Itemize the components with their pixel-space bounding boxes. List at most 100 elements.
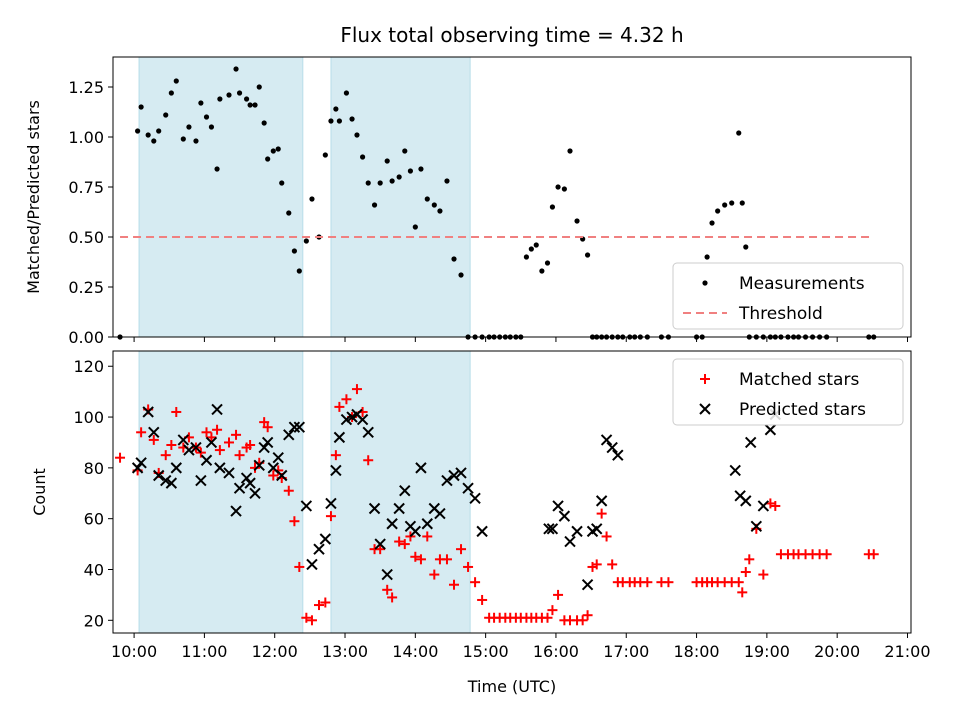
matched-star-point: [351, 384, 362, 395]
matched-star-point: [422, 531, 433, 542]
x-tick-label: 19:00: [744, 642, 790, 661]
predicted-star-point: [131, 462, 144, 474]
predicted-star-point: [177, 434, 190, 446]
bottom-shaded-intervals: [138, 350, 471, 634]
matched-star-point: [410, 551, 421, 562]
predicted-star-point: [333, 431, 346, 444]
matched-star-point: [642, 577, 653, 588]
y-tick-label: 0.00: [68, 328, 104, 347]
measurement-point: [156, 128, 162, 134]
matched-star-point: [268, 470, 279, 481]
matched-star-point: [740, 567, 751, 578]
predicted-star-point: [214, 462, 226, 474]
measurement-point: [193, 138, 199, 144]
predicted-star-point: [744, 436, 757, 449]
predicted-star-point: [750, 520, 763, 533]
predicted-star-point: [195, 474, 207, 487]
legend-entry: Matched stars: [700, 370, 859, 390]
measurement-point: [151, 138, 157, 144]
y-tick-label: 80: [84, 459, 104, 478]
measurement-point: [328, 118, 334, 124]
measurement-point: [709, 220, 715, 226]
measurement-point: [359, 154, 366, 160]
measurement-point: [729, 200, 735, 206]
measurement-point: [555, 184, 561, 190]
x-tick-label: 10:00: [111, 642, 157, 661]
bottom-x-ticks: 10:00 11:00 12:00 13:00 14:00 15:00 16:00 17:00…: [111, 633, 931, 661]
measurement-point: [279, 180, 285, 186]
matched-star-point: [166, 440, 177, 450]
predicted-star-point: [300, 500, 313, 512]
measurement-point: [722, 202, 728, 208]
x-tick-label: 17:00: [603, 642, 649, 661]
measurement-point: [431, 202, 437, 208]
measurement-point: [561, 186, 567, 192]
matched-star-point: [224, 437, 235, 448]
measurement-point: [402, 148, 408, 154]
measurement-point: [265, 156, 271, 162]
measurement-point: [233, 66, 239, 72]
predicted-star-point: [249, 487, 261, 499]
predicted-star-point: [571, 525, 583, 538]
matched-star-point: [553, 589, 564, 600]
measurement-point: [261, 120, 267, 126]
matched-star-point: [382, 584, 393, 595]
matched-star-point: [212, 424, 223, 435]
measurement-point: [704, 254, 710, 260]
measurement-point: [186, 124, 192, 130]
predicted-star-point: [223, 467, 235, 479]
predicted-star-point: [469, 492, 481, 505]
x-tick-label: 16:00: [533, 642, 579, 661]
top-y-axis-label: Matched/Predicted stars: [24, 100, 43, 294]
predicted-star-point: [757, 500, 770, 512]
measurement-point: [739, 200, 745, 206]
matched-star-point: [250, 462, 261, 473]
matched-star-point: [214, 445, 225, 456]
predicted-star-point: [319, 533, 332, 545]
predicted-star-point: [415, 462, 427, 474]
measurement-point: [343, 90, 350, 96]
measurement-point: [539, 268, 545, 274]
matched-star-point: [259, 417, 270, 428]
predicted-star-point: [233, 482, 246, 494]
measurement-point: [336, 118, 342, 124]
matched-star-point: [596, 508, 607, 519]
predicted-star-point: [434, 507, 446, 520]
predicted-star-point: [409, 525, 422, 538]
matched-star-point: [301, 612, 312, 623]
x-tick-label: 13:00: [322, 642, 368, 661]
predicted-star-point: [258, 441, 270, 454]
y-tick-label: 0.50: [68, 228, 104, 247]
y-tick-label: 60: [84, 510, 104, 529]
top-axes-frame: [112, 56, 912, 338]
matched-star-point: [470, 577, 481, 588]
matched-star-point: [448, 579, 459, 590]
predicted-star-point: [462, 482, 474, 494]
measurement-point: [275, 146, 281, 152]
matched-star-point: [663, 577, 674, 588]
measurement-point: [217, 96, 223, 102]
matched-star-point: [306, 615, 317, 626]
legend-label: Matched stars: [739, 370, 859, 390]
matched-star-point: [399, 539, 410, 550]
measurement-point: [291, 248, 297, 254]
predicted-star-point: [261, 436, 274, 449]
bottom-y-axis-label: Count: [30, 468, 49, 516]
measurement-point: [145, 132, 151, 138]
y-tick-label: 20: [84, 611, 104, 630]
predicted-star-point: [272, 451, 284, 464]
measurement-point: [354, 132, 360, 138]
predicted-star-point: [564, 535, 576, 548]
matched-star-point: [206, 432, 217, 443]
predicted-star-point: [244, 477, 256, 489]
predicted-star-point: [595, 495, 608, 507]
measurement-point: [544, 260, 551, 266]
y-tick-label: 0.75: [68, 178, 104, 197]
measurement-point: [371, 202, 378, 208]
matched-star-point: [294, 561, 305, 572]
top-y-ticks: 0.00 0.25 0.50 0.75 1.00 1.25: [68, 78, 113, 347]
x-tick-label: 18:00: [674, 642, 720, 661]
predicted-star-point: [581, 579, 594, 591]
top-x-ticks: [133, 337, 908, 342]
